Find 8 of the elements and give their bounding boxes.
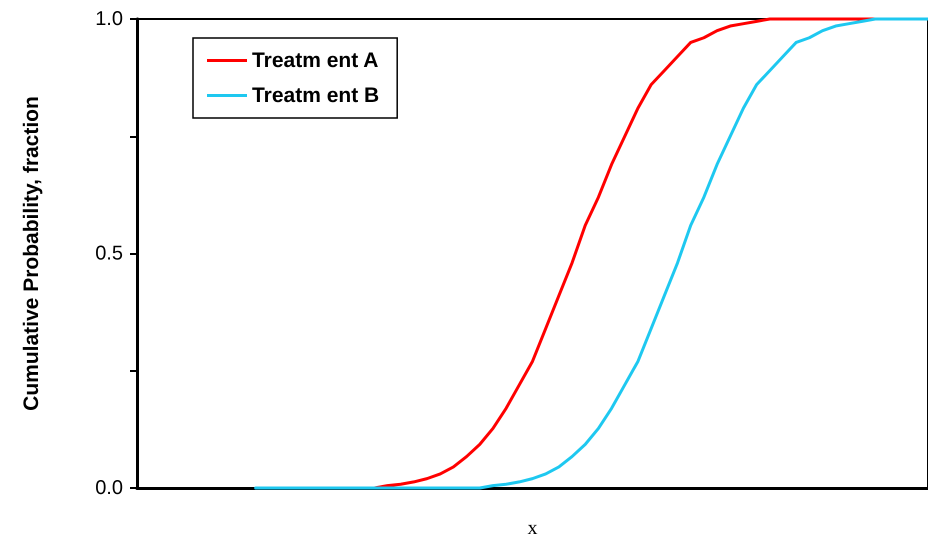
legend-label: Treatm ent A — [252, 49, 378, 72]
x-axis-title: x — [528, 517, 538, 539]
y-tick-label: 0.0 — [95, 477, 123, 499]
legend-label: Treatm ent B — [252, 84, 380, 107]
y-tick-label: 1.0 — [95, 8, 123, 30]
y-axis-title: Cumulative Probability, fraction — [20, 96, 43, 411]
y-tick-label: 0.5 — [95, 242, 123, 264]
line-series — [254, 18, 928, 490]
